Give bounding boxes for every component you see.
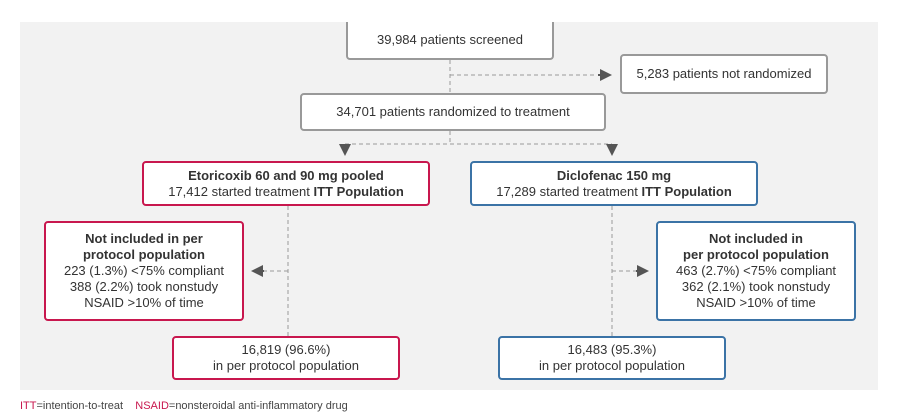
screened-box: 39,984 patients screened — [346, 22, 554, 60]
etoricoxib-itt-label: ITT Population — [313, 183, 404, 199]
footnote-nsaid-abbr: NSAID — [135, 400, 169, 412]
diclofenac-title: Diclofenac 150 mg — [556, 167, 672, 183]
not-randomized-box: 5,283 patients not randomized — [620, 54, 828, 94]
diclofenac-arm-box: Diclofenac 150 mg 17,289 started treatme… — [470, 161, 758, 206]
randomized-text: 34,701 patients randomized to treatment — [336, 104, 570, 119]
randomized-box: 34,701 patients randomized to treatment — [300, 93, 606, 131]
etoricoxib-excl-nonstudy: 388 (2.2%) took nonstudy — [69, 279, 219, 294]
footnote-itt-abbr: ITT — [20, 400, 37, 412]
not-randomized-text: 5,283 patients not randomized — [636, 66, 812, 81]
etoricoxib-excl-heading-2: protocol population — [82, 247, 206, 262]
etoricoxib-per-protocol-box: 16,819 (96.6%) in per protocol populatio… — [172, 336, 400, 380]
etoricoxib-excl-nsaid: NSAID >10% of time — [84, 295, 204, 310]
etoricoxib-itt-line: 17,412 started treatment ITT Population — [168, 184, 404, 200]
diclofenac-itt-line: 17,289 started treatment ITT Population — [496, 184, 732, 200]
etoricoxib-excl-compliance: 223 (1.3%) <75% compliant — [63, 263, 225, 278]
etoricoxib-started: 17,412 started treatment — [168, 183, 310, 199]
footnote-nsaid-definition: =nonsteroidal anti-inflammatory drug — [168, 400, 348, 412]
diclofenac-pp-count: 16,483 (95.3%) — [567, 342, 657, 357]
diclofenac-itt-label: ITT Population — [641, 183, 732, 199]
diclofenac-excl-heading-1: Not included in — [709, 231, 803, 246]
etoricoxib-excl-heading-1: Not included in per — [85, 231, 203, 246]
etoricoxib-title: Etoricoxib 60 and 90 mg pooled — [188, 167, 384, 183]
diclofenac-excl-compliance: 463 (2.7%) <75% compliant — [675, 263, 837, 278]
diclofenac-pp-label: in per protocol population — [539, 358, 685, 373]
diclofenac-excl-nsaid: NSAID >10% of time — [696, 295, 816, 310]
etoricoxib-arm-box: Etoricoxib 60 and 90 mg pooled 17,412 st… — [142, 161, 430, 206]
etoricoxib-pp-label: in per protocol population — [213, 358, 359, 373]
diclofenac-per-protocol-box: 16,483 (95.3%) in per protocol populatio… — [498, 336, 726, 380]
diclofenac-excl-heading-2: per protocol population — [683, 247, 829, 262]
diclofenac-exclusion-box: Not included in per protocol population … — [656, 221, 856, 321]
etoricoxib-pp-count: 16,819 (96.6%) — [241, 342, 331, 357]
footnote: ITT=intention-to-treat NSAID=nonsteroida… — [20, 400, 348, 412]
screened-text: 39,984 patients screened — [377, 32, 523, 47]
diclofenac-excl-nonstudy: 362 (2.1%) took nonstudy — [681, 279, 831, 294]
diclofenac-started: 17,289 started treatment — [496, 183, 638, 199]
footnote-itt-definition: =intention-to-treat — [36, 400, 124, 412]
etoricoxib-exclusion-box: Not included in per protocol population … — [44, 221, 244, 321]
